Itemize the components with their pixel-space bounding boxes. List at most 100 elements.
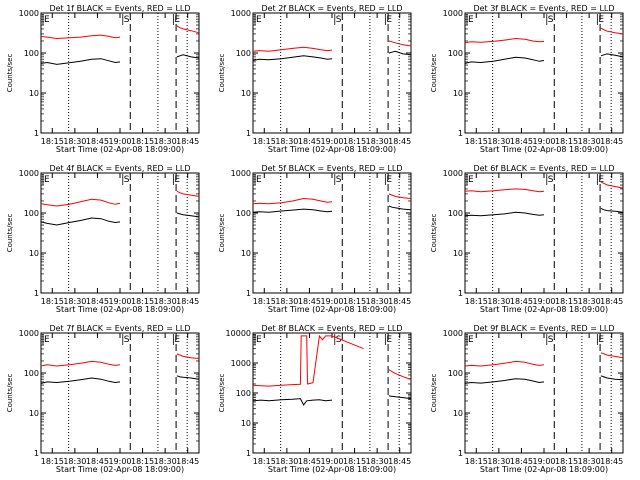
x-tick-label: 18:45 [176, 457, 199, 466]
y-tick-label: 100 [236, 389, 251, 398]
y-tick-label: 10 [29, 89, 39, 98]
series-events-line [40, 58, 121, 65]
series-lld-line [252, 334, 364, 387]
x-tick-label: 18:45 [388, 137, 411, 146]
y-tick-label: 1000 [443, 329, 463, 338]
panel-title: Det 1f BLACK = Events, RED = LLD [49, 4, 190, 13]
x-tick-label: 18:45 [298, 137, 321, 146]
series-lld-line-post-gap [600, 27, 624, 35]
y-tick-label: 100 [24, 209, 39, 218]
panel-title: Det 7f BLACK = Events, RED = LLD [49, 324, 190, 333]
y-axis-label: Counts/sec [6, 374, 14, 413]
x-tick-label: 19:00 [320, 457, 343, 466]
series-events-line-post-gap [388, 395, 412, 400]
y-tick-label: 10 [29, 409, 39, 418]
marker-label-e: E [386, 15, 392, 25]
marker-label-s: S [548, 175, 554, 185]
panel-title: Det 9f BLACK = Events, RED = LLD [473, 324, 614, 333]
x-tick-label: 18:30 [275, 457, 298, 466]
y-tick-label: 1 [458, 129, 463, 138]
panel-title: Det 5f BLACK = Events, RED = LLD [261, 164, 402, 173]
x-tick-label: 18:45 [600, 297, 623, 306]
y-tick-label: 10 [241, 89, 251, 98]
panel-title: Det 8f BLACK = Events, RED = LLD [261, 324, 402, 333]
marker-label-e: E [598, 15, 604, 25]
marker-label-s: S [336, 175, 342, 185]
panel-det-1: Det 1f BLACK = Events, RED = LLD 1 10 100 10… [6, 4, 200, 154]
series-lld-line [464, 188, 545, 193]
marker-label-e: E [44, 175, 50, 185]
x-tick-label: 18:45 [298, 297, 321, 306]
panel-det-4: Det 4f BLACK = Events, RED = LLD 1 10 100 10… [6, 164, 200, 314]
x-tick-label: 18:45 [510, 457, 533, 466]
x-tick-label: 18:15 [131, 297, 154, 306]
y-axis-label: Counts/sec [218, 214, 226, 253]
x-tick-label: 18:45 [600, 137, 623, 146]
x-tick-label: 18:30 [578, 457, 601, 466]
x-tick-label: 18:45 [388, 297, 411, 306]
y-tick-label: 1000 [231, 359, 251, 368]
x-tick-label: 18:30 [154, 137, 177, 146]
x-tick-label: 18:15 [465, 457, 488, 466]
x-tick-label: 18:15 [41, 137, 64, 146]
y-tick-label: 1 [458, 449, 463, 458]
panel-title: Det 2f BLACK = Events, RED = LLD [261, 4, 402, 13]
plot-frame [40, 332, 200, 454]
x-tick-label: 18:45 [600, 457, 623, 466]
marker-label-e: E [174, 335, 180, 345]
panel-det-3: Det 3f BLACK = Events, RED = LLD 1 10 100 10… [430, 4, 624, 154]
plot-frame [464, 12, 624, 134]
x-tick-label: 18:45 [86, 297, 109, 306]
y-tick-label: 1 [246, 129, 251, 138]
series-lld-line-post-gap [388, 369, 412, 381]
x-tick-label: 18:45 [510, 137, 533, 146]
series-events-line [252, 55, 333, 61]
x-axis-label: Start Time (02-Apr-08 18:09:00) [56, 145, 184, 154]
x-axis-label: Start Time (02-Apr-08 18:09:00) [268, 145, 396, 154]
y-tick-label: 1000 [443, 9, 463, 18]
marker-label-s: S [336, 15, 342, 25]
panel-det-2: Det 2f BLACK = Events, RED = LLD 1 10 100 10… [218, 4, 412, 154]
x-tick-label: 18:45 [86, 457, 109, 466]
series-lld-line [252, 46, 333, 52]
x-tick-label: 18:30 [275, 297, 298, 306]
series-lld-line [252, 197, 333, 205]
y-tick-label: 10 [241, 249, 251, 258]
marker-label-e: E [44, 15, 50, 25]
plot-frame [252, 332, 412, 454]
series-lld-line-post-gap [600, 181, 624, 189]
series-events-line-post-gap [600, 207, 624, 213]
series-events-line [40, 377, 121, 384]
y-axis-label: Counts/sec [430, 374, 438, 413]
series-lld-line [40, 360, 121, 367]
series-lld-line [464, 37, 545, 44]
y-axis-label: Counts/sec [218, 54, 226, 93]
x-tick-label: 18:45 [176, 137, 199, 146]
series-events-line-post-gap [176, 375, 200, 380]
plot-frame [40, 12, 200, 134]
panel-det-6: Det 6f BLACK = Events, RED = LLD 1 10 100 10… [430, 164, 624, 314]
y-axis-label: Counts/sec [218, 374, 226, 413]
plot-frame [252, 172, 412, 294]
y-tick-label: 100 [448, 209, 463, 218]
series-events-line-post-gap [600, 53, 624, 58]
marker-label-e: E [256, 335, 262, 345]
series-lld-line-post-gap [388, 193, 412, 199]
x-tick-label: 18:30 [366, 297, 389, 306]
x-tick-label: 18:30 [578, 137, 601, 146]
x-tick-label: 18:30 [366, 457, 389, 466]
y-tick-label: 10 [453, 249, 463, 258]
x-tick-label: 19:00 [108, 297, 131, 306]
panel-title: Det 6f BLACK = Events, RED = LLD [473, 164, 614, 173]
y-axis-label: Counts/sec [430, 214, 438, 253]
marker-label-s: S [124, 335, 130, 345]
panel-title: Det 4f BLACK = Events, RED = LLD [49, 164, 190, 173]
x-tick-label: 18:15 [555, 297, 578, 306]
marker-label-e: E [256, 15, 262, 25]
y-tick-label: 100 [236, 49, 251, 58]
marker-label-e: E [468, 15, 474, 25]
marker-label-e: E [386, 335, 392, 345]
x-axis-label: Start Time (02-Apr-08 18:09:00) [480, 305, 608, 314]
x-tick-label: 18:15 [41, 297, 64, 306]
x-tick-label: 18:30 [154, 297, 177, 306]
